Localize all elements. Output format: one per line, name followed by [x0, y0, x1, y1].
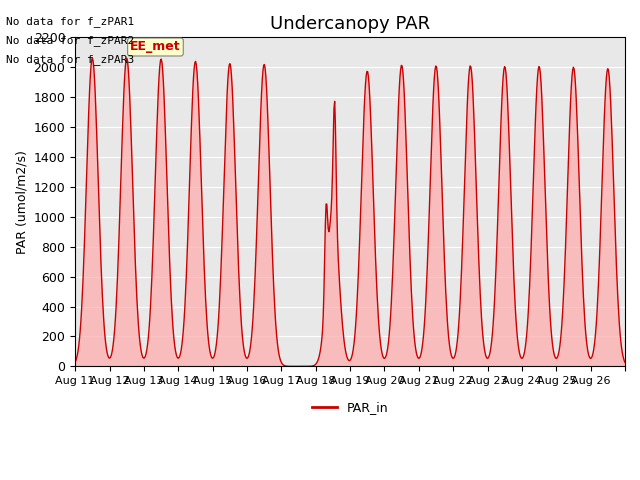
Text: No data for f_zPAR2: No data for f_zPAR2 — [6, 35, 134, 46]
Text: EE_met: EE_met — [130, 40, 180, 53]
Legend: PAR_in: PAR_in — [307, 396, 394, 420]
Text: No data for f_zPAR1: No data for f_zPAR1 — [6, 16, 134, 27]
Title: Undercanopy PAR: Undercanopy PAR — [270, 15, 430, 33]
Text: No data for f_zPAR3: No data for f_zPAR3 — [6, 54, 134, 65]
Y-axis label: PAR (umol/m2/s): PAR (umol/m2/s) — [15, 150, 28, 254]
